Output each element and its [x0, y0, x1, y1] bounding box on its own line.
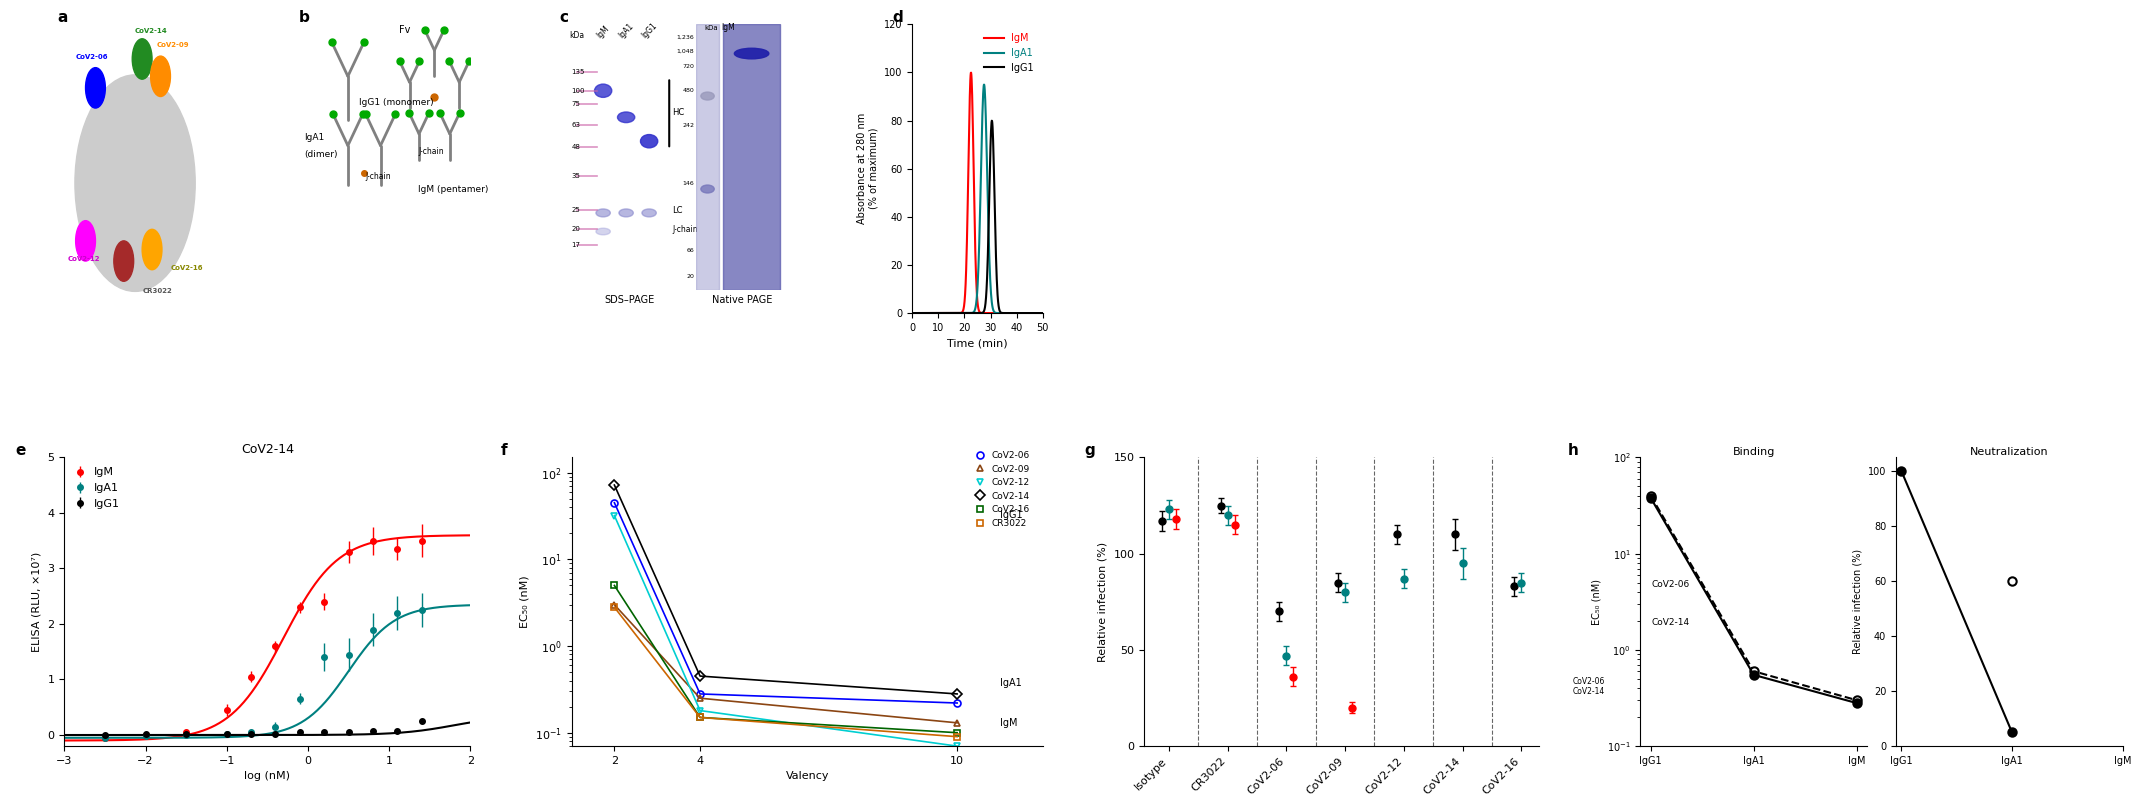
Circle shape [114, 241, 133, 281]
Text: b: b [298, 10, 309, 25]
Y-axis label: Absorbance at 280 nm
(% of maximum): Absorbance at 280 nm (% of maximum) [858, 113, 879, 225]
CoV2-16 [602, 581, 628, 590]
IgM [1008, 308, 1033, 318]
CR3022 [688, 713, 714, 723]
Text: CoV2-12: CoV2-12 [66, 256, 99, 262]
Line: CR3022: CR3022 [611, 603, 961, 740]
Circle shape [142, 230, 163, 270]
Text: g: g [1085, 443, 1096, 458]
CoV2-14 [943, 689, 969, 699]
Text: IgA1: IgA1 [304, 133, 324, 142]
IgA1 [971, 79, 997, 89]
Legend: IgM, IgA1, IgG1: IgM, IgA1, IgG1 [71, 463, 124, 513]
Line: CoV2-16: CoV2-16 [611, 582, 961, 736]
IgM [963, 211, 988, 221]
CoV2-09 [943, 718, 969, 727]
Ellipse shape [75, 75, 195, 291]
Text: J-chain: J-chain [367, 172, 392, 181]
Legend: IgM, IgA1, IgG1: IgM, IgA1, IgG1 [980, 29, 1038, 77]
Text: d: d [892, 10, 903, 25]
Text: CoV2-16: CoV2-16 [169, 264, 204, 271]
Title: CoV2-14: CoV2-14 [240, 444, 294, 457]
CoV2-14 [602, 480, 628, 490]
Line: IgM: IgM [911, 73, 1042, 313]
IgA1 [1027, 308, 1053, 318]
CoV2-06 [688, 689, 714, 699]
IgM [963, 247, 988, 256]
IgG1 [980, 116, 1006, 126]
CoV2-14 [688, 672, 714, 681]
IgG1 [978, 162, 1003, 172]
CR3022 [943, 732, 969, 741]
CoV2-09 [688, 693, 714, 703]
IgG1 [1027, 308, 1053, 318]
Text: h: h [1567, 443, 1578, 458]
Line: CoV2-09: CoV2-09 [611, 601, 961, 727]
IgA1 [963, 305, 988, 315]
IgG1 [961, 308, 986, 318]
IgA1 [898, 308, 924, 318]
IgA1 [978, 275, 1003, 285]
Text: c: c [560, 10, 568, 25]
Text: e: e [15, 443, 26, 458]
Line: CoV2-12: CoV2-12 [611, 512, 961, 749]
CoV2-16 [688, 713, 714, 723]
IgG1 [1029, 308, 1055, 318]
Text: IgA1: IgA1 [999, 677, 1023, 688]
X-axis label: Valency: Valency [785, 771, 830, 781]
IgG1 [898, 308, 924, 318]
IgA1 [969, 95, 995, 105]
Circle shape [86, 67, 105, 108]
Text: CoV2-14: CoV2-14 [135, 28, 167, 34]
X-axis label: log (nM): log (nM) [244, 771, 289, 781]
IgM [898, 308, 924, 318]
CoV2-12 [688, 706, 714, 715]
CoV2-16 [943, 727, 969, 737]
Line: CoV2-14: CoV2-14 [611, 482, 961, 697]
IgG1 [1008, 308, 1033, 318]
IgA1 [1029, 308, 1055, 318]
CoV2-12 [602, 511, 628, 521]
IgM [1029, 308, 1055, 318]
Circle shape [133, 39, 152, 79]
IgM [958, 68, 984, 78]
Y-axis label: EC₅₀ (nM): EC₅₀ (nM) [519, 576, 530, 628]
CR3022 [602, 603, 628, 612]
X-axis label: Time (min): Time (min) [948, 338, 1008, 348]
Text: (dimer): (dimer) [304, 150, 337, 159]
IgM [978, 308, 1003, 318]
Text: J-chain: J-chain [418, 148, 444, 157]
Text: CR3022: CR3022 [142, 288, 172, 294]
Text: a: a [58, 10, 69, 25]
Text: CoV2-09: CoV2-09 [157, 42, 189, 49]
IgM [971, 308, 997, 318]
CoV2-06 [602, 498, 628, 508]
Text: f: f [502, 443, 508, 458]
Legend: CoV2-06, CoV2-09, CoV2-12, CoV2-14, CoV2-16, CR3022: CoV2-06, CoV2-09, CoV2-12, CoV2-14, CoV2… [971, 448, 1033, 531]
Text: IgG1 (monomer): IgG1 (monomer) [360, 98, 433, 107]
IgG1 [963, 308, 988, 318]
Text: Fv: Fv [399, 25, 412, 35]
IgG1 [969, 307, 995, 317]
IgA1 [1008, 308, 1033, 318]
Text: IgM (pentamer): IgM (pentamer) [418, 185, 489, 194]
Text: IgG1: IgG1 [999, 510, 1023, 520]
CoV2-09 [602, 600, 628, 610]
Line: CoV2-06: CoV2-06 [611, 500, 961, 706]
Line: IgA1: IgA1 [911, 84, 1042, 313]
IgA1 [961, 307, 986, 316]
CoV2-12 [943, 741, 969, 751]
Text: CoV2-06: CoV2-06 [75, 54, 107, 60]
IgM [1027, 308, 1053, 318]
CoV2-06 [943, 698, 969, 708]
Circle shape [150, 56, 169, 97]
Y-axis label: Relative infection (%): Relative infection (%) [1098, 542, 1108, 662]
Y-axis label: ELISA (RLU, ×10⁷): ELISA (RLU, ×10⁷) [32, 551, 43, 652]
Text: IgM: IgM [999, 718, 1018, 727]
Circle shape [75, 221, 96, 261]
Line: IgG1: IgG1 [911, 121, 1042, 313]
